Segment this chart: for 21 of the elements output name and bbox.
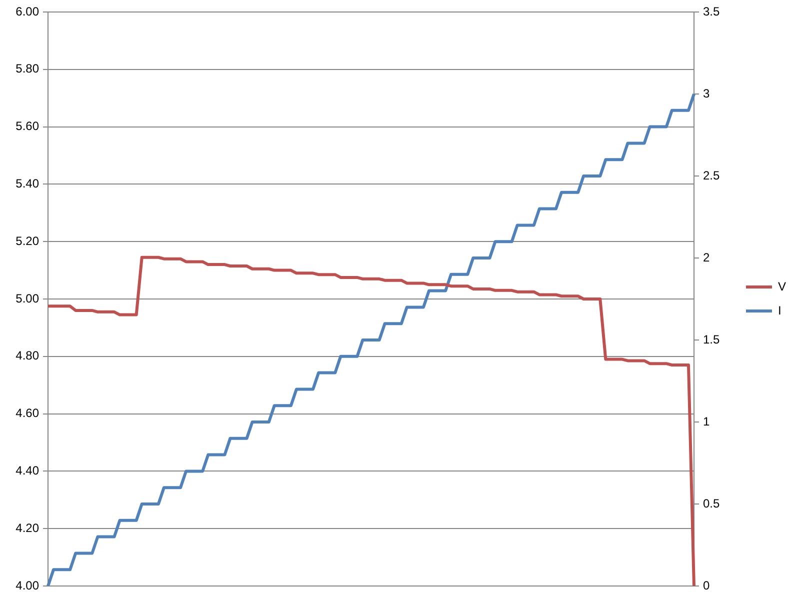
y2-tick-label: 3 — [702, 86, 710, 100]
y-tick-label: 4.00 — [16, 578, 40, 592]
y2-tick-label: 1 — [702, 414, 710, 428]
y-tick-label: 5.40 — [16, 176, 40, 191]
y-tick-label: 4.20 — [16, 520, 40, 535]
y2-tick-label: 2.5 — [702, 168, 720, 182]
y-tick-label: 5.80 — [16, 62, 40, 76]
y2-tick-label: 3.5 — [702, 4, 720, 18]
legend-label: I — [778, 303, 782, 318]
y-tick-label: 5.00 — [16, 291, 40, 306]
y2-tick-label: 2 — [702, 250, 710, 264]
y-tick-label: 4.40 — [16, 464, 40, 478]
y-tick-label: 4.60 — [16, 406, 40, 420]
y-tick-label: 5.20 — [16, 234, 40, 248]
y2-tick-label: 0 — [702, 578, 710, 592]
y-tick-label: 6.00 — [16, 4, 40, 18]
y2-tick-label: 0.5 — [702, 496, 720, 510]
y2-tick-label: 1.5 — [702, 332, 720, 346]
legend-label: V — [778, 279, 786, 294]
y-tick-label: 4.80 — [16, 348, 40, 363]
y-tick-label: 5.60 — [16, 119, 40, 134]
